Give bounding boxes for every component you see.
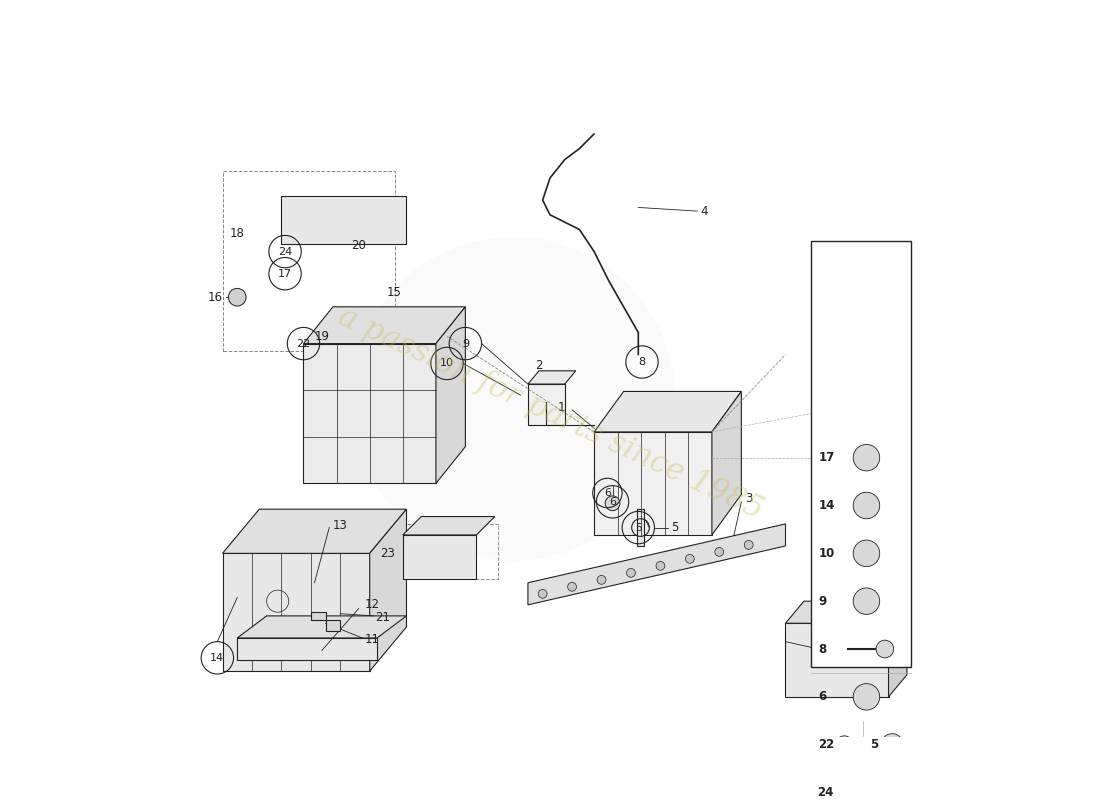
Text: 16: 16 xyxy=(208,290,222,304)
Text: 14: 14 xyxy=(210,653,224,663)
Text: 10: 10 xyxy=(818,547,835,560)
Bar xyxy=(362,524,498,579)
Circle shape xyxy=(881,734,903,756)
Text: 6: 6 xyxy=(609,497,616,507)
Circle shape xyxy=(854,683,880,710)
Polygon shape xyxy=(712,391,741,535)
Circle shape xyxy=(568,582,576,591)
Circle shape xyxy=(351,237,675,561)
FancyBboxPatch shape xyxy=(282,197,407,244)
Bar xyxy=(812,241,911,667)
Circle shape xyxy=(854,445,880,471)
Circle shape xyxy=(876,640,893,658)
FancyBboxPatch shape xyxy=(528,384,564,425)
Polygon shape xyxy=(594,391,741,432)
Text: 13: 13 xyxy=(333,519,348,532)
Text: 8: 8 xyxy=(818,642,827,655)
Text: 5: 5 xyxy=(870,738,879,751)
FancyBboxPatch shape xyxy=(304,343,436,483)
Polygon shape xyxy=(436,306,465,483)
Text: 11: 11 xyxy=(364,633,380,646)
Circle shape xyxy=(854,588,880,614)
Circle shape xyxy=(656,562,664,570)
Circle shape xyxy=(605,496,620,510)
Text: 21: 21 xyxy=(375,611,390,624)
FancyBboxPatch shape xyxy=(861,765,914,800)
Bar xyxy=(812,769,862,800)
Circle shape xyxy=(627,569,636,578)
Circle shape xyxy=(854,492,880,518)
Circle shape xyxy=(685,554,694,563)
Text: 15: 15 xyxy=(386,286,402,298)
Polygon shape xyxy=(238,616,407,638)
Text: 24: 24 xyxy=(278,246,293,257)
Text: 19: 19 xyxy=(315,330,330,343)
Polygon shape xyxy=(222,509,407,554)
FancyBboxPatch shape xyxy=(785,623,889,697)
Text: a passion for parts since 1985: a passion for parts since 1985 xyxy=(332,301,768,526)
Polygon shape xyxy=(878,778,900,800)
Text: 9: 9 xyxy=(818,594,827,608)
FancyBboxPatch shape xyxy=(222,554,370,671)
Text: 14: 14 xyxy=(818,499,835,512)
Polygon shape xyxy=(304,306,465,343)
Text: 7: 7 xyxy=(821,642,828,655)
Circle shape xyxy=(229,289,246,306)
Polygon shape xyxy=(528,371,575,384)
Text: 20: 20 xyxy=(351,239,366,252)
Text: 6: 6 xyxy=(818,690,827,703)
Polygon shape xyxy=(370,509,407,671)
Bar xyxy=(637,509,645,546)
Text: 17: 17 xyxy=(818,451,835,464)
Circle shape xyxy=(538,590,547,598)
Circle shape xyxy=(715,547,724,556)
Text: 4: 4 xyxy=(701,205,708,218)
Circle shape xyxy=(597,575,606,584)
Text: 3: 3 xyxy=(745,492,752,505)
Text: 9: 9 xyxy=(462,338,469,349)
Text: 22: 22 xyxy=(818,738,835,751)
Text: 8: 8 xyxy=(638,357,646,367)
Text: 10: 10 xyxy=(440,358,454,369)
Polygon shape xyxy=(311,612,340,630)
FancyBboxPatch shape xyxy=(594,432,712,535)
Text: 22: 22 xyxy=(296,338,310,349)
Polygon shape xyxy=(785,601,906,623)
Polygon shape xyxy=(889,601,906,697)
Text: 6: 6 xyxy=(604,488,611,498)
Circle shape xyxy=(854,540,880,566)
Text: 5: 5 xyxy=(671,521,679,534)
Text: 17: 17 xyxy=(278,269,293,278)
Text: 2: 2 xyxy=(536,359,542,372)
Bar xyxy=(222,170,396,351)
Text: 18: 18 xyxy=(230,226,244,240)
Text: 23: 23 xyxy=(381,547,396,560)
Circle shape xyxy=(745,541,754,550)
FancyBboxPatch shape xyxy=(403,535,476,579)
Polygon shape xyxy=(528,524,785,605)
Text: 12: 12 xyxy=(364,598,380,611)
Text: 24: 24 xyxy=(817,786,834,799)
Polygon shape xyxy=(403,517,495,535)
Text: 1: 1 xyxy=(558,401,564,414)
FancyBboxPatch shape xyxy=(238,638,377,660)
Text: 5: 5 xyxy=(635,522,641,533)
Circle shape xyxy=(836,785,850,800)
Circle shape xyxy=(836,736,854,754)
